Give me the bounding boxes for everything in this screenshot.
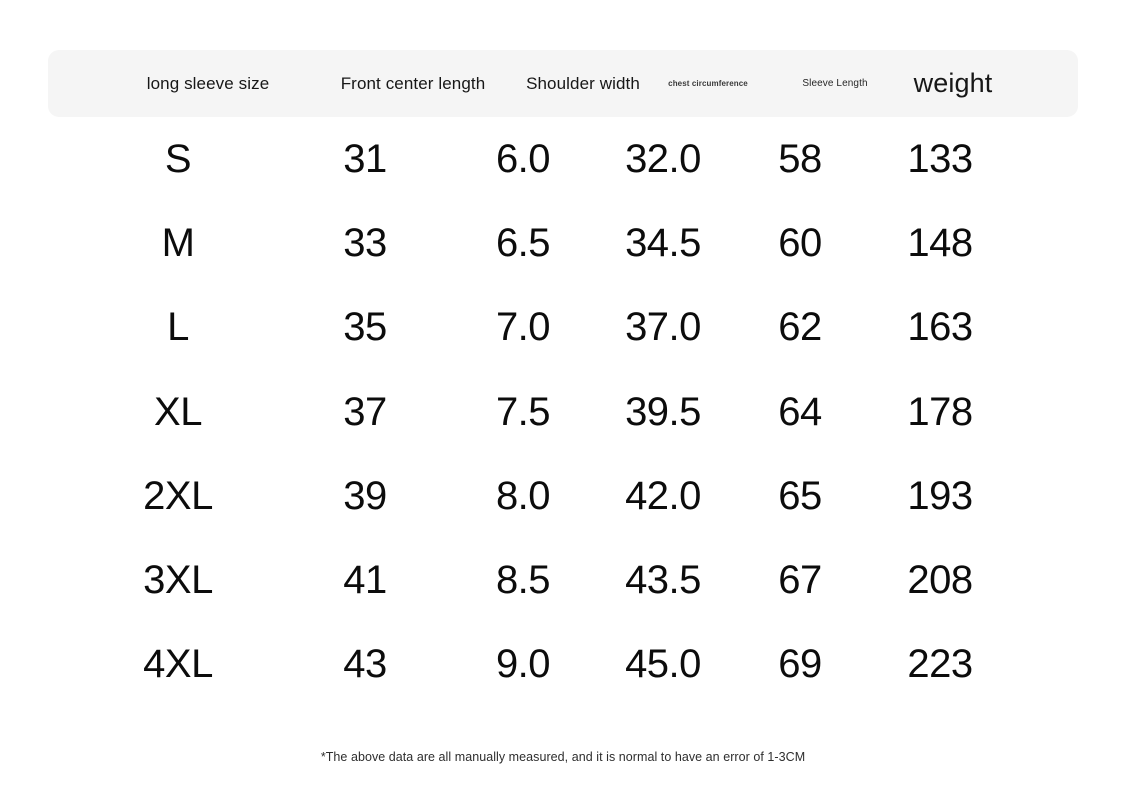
cell-shoulder: 7.0: [495, 305, 551, 350]
cell-front: 39: [343, 473, 387, 518]
table-row: XL 37 7.5 39.5 64 178: [48, 370, 1078, 454]
cell-front: 35: [343, 305, 387, 350]
cell-sleeve: 62: [778, 305, 822, 350]
cell-sleeve: 60: [778, 220, 822, 265]
cell-chest: 34.5: [625, 220, 701, 265]
table-row: 3XL 41 8.5 43.5 67 208: [48, 538, 1078, 622]
cell-weight: 133: [907, 136, 973, 181]
cell-weight: 163: [907, 305, 973, 350]
column-header-weight: weight: [913, 68, 993, 98]
table-row: M 33 6.5 34.5 60 148: [48, 201, 1078, 285]
cell-chest: 43.5: [625, 558, 701, 603]
cell-chest: 39.5: [625, 389, 701, 434]
cell-shoulder: 8.0: [495, 473, 551, 518]
table-row: L 35 7.0 37.0 62 163: [48, 286, 1078, 370]
cell-size: XL: [154, 389, 202, 434]
cell-size: 4XL: [143, 642, 213, 687]
cell-front: 33: [343, 220, 387, 265]
cell-sleeve: 69: [778, 642, 822, 687]
table-body: S 31 6.0 32.0 58 133 M 33 6.5 34.5 60 148 L 35 7.0 37.0…: [48, 117, 1078, 707]
cell-size: 3XL: [143, 558, 213, 603]
cell-size: L: [167, 305, 189, 350]
cell-sleeve: 67: [778, 558, 822, 603]
cell-weight: 223: [907, 642, 973, 687]
cell-weight: 178: [907, 389, 973, 434]
cell-chest: 42.0: [625, 473, 701, 518]
cell-sleeve: 58: [778, 136, 822, 181]
column-header-size: long sleeve size: [146, 73, 270, 93]
cell-front: 31: [343, 136, 387, 181]
cell-chest: 45.0: [625, 642, 701, 687]
cell-shoulder: 6.5: [495, 220, 551, 265]
column-header-front-center-length: Front center length: [340, 73, 486, 93]
cell-chest: 37.0: [625, 305, 701, 350]
table-header-row: long sleeve size Front center length Sho…: [48, 50, 1078, 117]
cell-front: 41: [343, 558, 387, 603]
column-header-chest-circumference: chest circumference: [668, 79, 748, 88]
column-header-shoulder-width: Shoulder width: [526, 73, 640, 93]
cell-size: 2XL: [143, 473, 213, 518]
cell-shoulder: 6.0: [495, 136, 551, 181]
cell-front: 37: [343, 389, 387, 434]
cell-shoulder: 8.5: [495, 558, 551, 603]
cell-chest: 32.0: [625, 136, 701, 181]
cell-shoulder: 7.5: [495, 389, 551, 434]
cell-front: 43: [343, 642, 387, 687]
table-row: 4XL 43 9.0 45.0 69 223: [48, 623, 1078, 707]
cell-weight: 148: [907, 220, 973, 265]
cell-size: S: [164, 136, 192, 181]
table-row: 2XL 39 8.0 42.0 65 193: [48, 454, 1078, 538]
cell-sleeve: 64: [778, 389, 822, 434]
cell-size: M: [161, 220, 195, 265]
cell-shoulder: 9.0: [495, 642, 551, 687]
cell-sleeve: 65: [778, 473, 822, 518]
table-row: S 31 6.0 32.0 58 133: [48, 117, 1078, 201]
measurement-disclaimer: *The above data are all manually measure…: [320, 750, 806, 764]
cell-weight: 193: [907, 473, 973, 518]
cell-weight: 208: [907, 558, 973, 603]
column-header-sleeve-length: Sleeve Length: [802, 78, 868, 89]
